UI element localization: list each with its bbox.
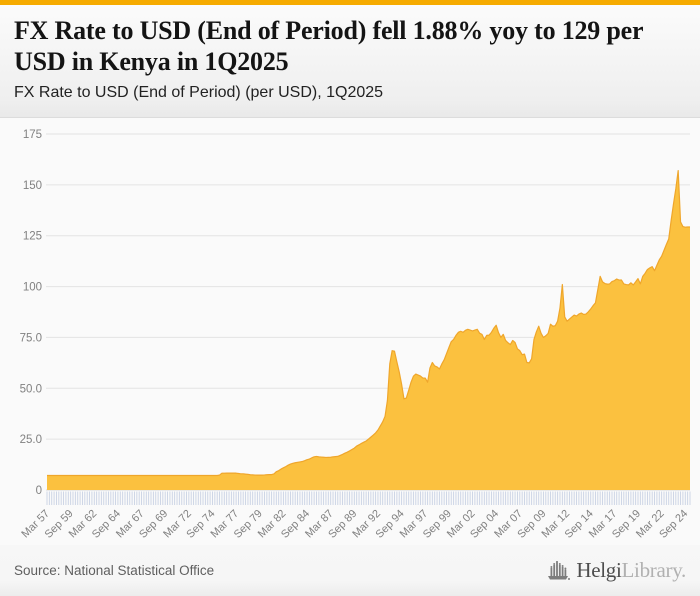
- y-axis-labels: 0 25.0 50.0 75.0 100 125 150 175: [20, 129, 42, 497]
- accent-top-bar: [0, 0, 700, 5]
- chart-subtitle: FX Rate to USD (End of Period) (per USD)…: [14, 84, 384, 102]
- y-tick-label: 150: [23, 180, 42, 192]
- source-text: Source: National Statistical Office: [14, 563, 215, 578]
- area-series-fill: [47, 170, 690, 490]
- minor-ticks-group: [46, 491, 691, 505]
- logo-text-primary: Helgi: [576, 558, 622, 582]
- y-tick-label: 50.0: [20, 383, 42, 395]
- area-series-edge: [47, 170, 690, 477]
- y-tick-label: 0: [36, 485, 42, 497]
- helgi-library-logo[interactable]: HelgiLibrary.: [547, 558, 686, 583]
- y-tick-label: 25.0: [20, 434, 42, 446]
- chart-container: 0 25.0 50.0 75.0 100 125 150 175 Mar 57 Sep 59 Ma…: [0, 118, 700, 545]
- area-series-group: [47, 170, 690, 490]
- y-tick-label: 125: [23, 231, 42, 243]
- logo-text-secondary: Library.: [621, 558, 687, 582]
- header: FX Rate to USD (End of Period) fell 1.88…: [0, 5, 700, 118]
- y-tick-label: 100: [23, 282, 42, 294]
- footer: Source: National Statistical Office: [0, 545, 700, 596]
- y-tick-label: 75.0: [20, 332, 42, 344]
- y-tick-label: 175: [23, 129, 42, 141]
- page-title: FX Rate to USD (End of Period) fell 1.88…: [14, 16, 643, 77]
- helgi-bars-icon: [548, 560, 571, 580]
